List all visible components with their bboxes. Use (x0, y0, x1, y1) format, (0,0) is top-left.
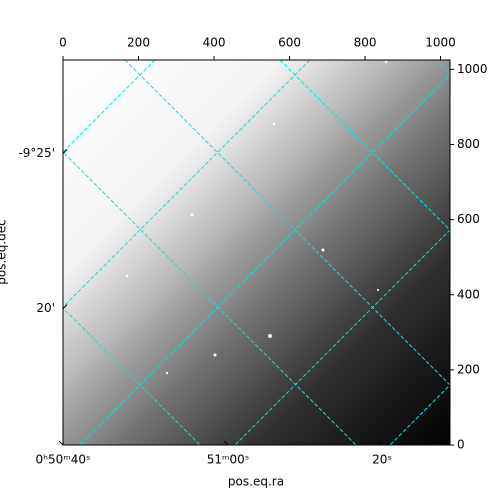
stars (125, 60, 388, 375)
y-tick-label: 600 (457, 212, 480, 226)
ra-tick-label: 20ˢ (372, 453, 392, 467)
y-tick-label: 400 (457, 287, 480, 301)
ra-tick (223, 440, 229, 446)
ra-tick-label: 51ᵐ00ˢ (207, 453, 250, 467)
x-tick-label: 800 (354, 36, 377, 50)
y-tick-label: 200 (457, 362, 480, 376)
x-tick-label: 400 (203, 36, 226, 50)
x-tick-label: 1000 (425, 36, 456, 50)
x-tick-label: 0 (59, 36, 67, 50)
dec-tick (62, 304, 68, 310)
y-tick-label: 1000 (457, 62, 488, 76)
dec-tick (62, 149, 68, 154)
x-tick-label: 200 (127, 36, 150, 50)
y-tick-label: 800 (457, 137, 480, 151)
ra-tick (58, 440, 64, 446)
coordinate-grid (63, 60, 450, 445)
y-axis-label: pos.eq.dec (0, 219, 9, 284)
dec-tick-label: 20' (36, 301, 55, 315)
ra-tick-label: 0ʰ50ᵐ40ˢ (36, 453, 91, 467)
dec-tick-label: -9°25' (18, 146, 55, 160)
ra-tick (377, 440, 383, 446)
x-tick-label: 600 (278, 36, 301, 50)
x-axis-label: pos.eq.ra (228, 475, 284, 489)
sky-image (63, 60, 450, 445)
axes-frame (62, 59, 451, 446)
y-tick-label: 0 (457, 438, 465, 452)
